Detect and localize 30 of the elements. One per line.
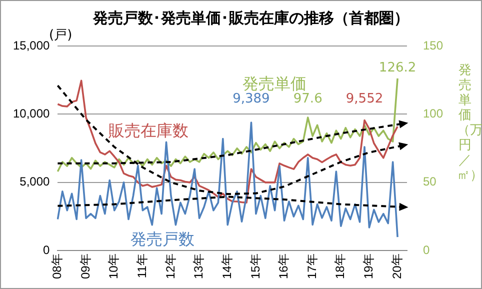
data-label: 9,389: [232, 91, 270, 106]
x-tick-label: 08年: [50, 254, 64, 280]
data-label: 126.2: [378, 60, 416, 76]
data-label: 9,552: [346, 91, 384, 106]
x-tick-label: 09年: [78, 254, 92, 280]
x-tick-label: 14年: [220, 254, 234, 280]
data-label: 97.6: [293, 91, 322, 106]
x-tick-label: 20年: [390, 254, 404, 280]
chart-title: 発売戸数･発売単価･販売在庫の推移（首都圏）: [92, 9, 410, 28]
x-tick-label: 18年: [333, 254, 348, 280]
x-tick-label: 11年: [134, 254, 149, 278]
x-tick-label: 17年: [304, 254, 319, 280]
x-tick-label: 10年: [106, 254, 121, 280]
y2-tick-label: 50: [422, 174, 437, 189]
y2-tick-label: 0: [422, 242, 430, 257]
y-tick-label: 5,000: [20, 174, 50, 189]
x-tick-label: 16年: [276, 254, 291, 280]
series-label: 販売在庫数: [108, 121, 189, 140]
series-label: 発売単価: [242, 74, 306, 94]
x-tick-label: 15年: [248, 254, 262, 280]
y-tick-label: 15,000: [13, 38, 50, 52]
x-tick-label: 13年: [192, 254, 206, 280]
series-label: 発売戸数: [130, 230, 194, 249]
x-tick-label: 19年: [362, 254, 376, 280]
y-axis-title: (戸): [49, 27, 72, 43]
y2-tick-label: 100: [422, 106, 444, 121]
y-tick-label: 0: [43, 242, 50, 257]
y2-tick-label: 150: [422, 38, 444, 52]
x-tick-label: 12年: [163, 254, 178, 280]
y-tick-label: 10,000: [13, 106, 50, 121]
